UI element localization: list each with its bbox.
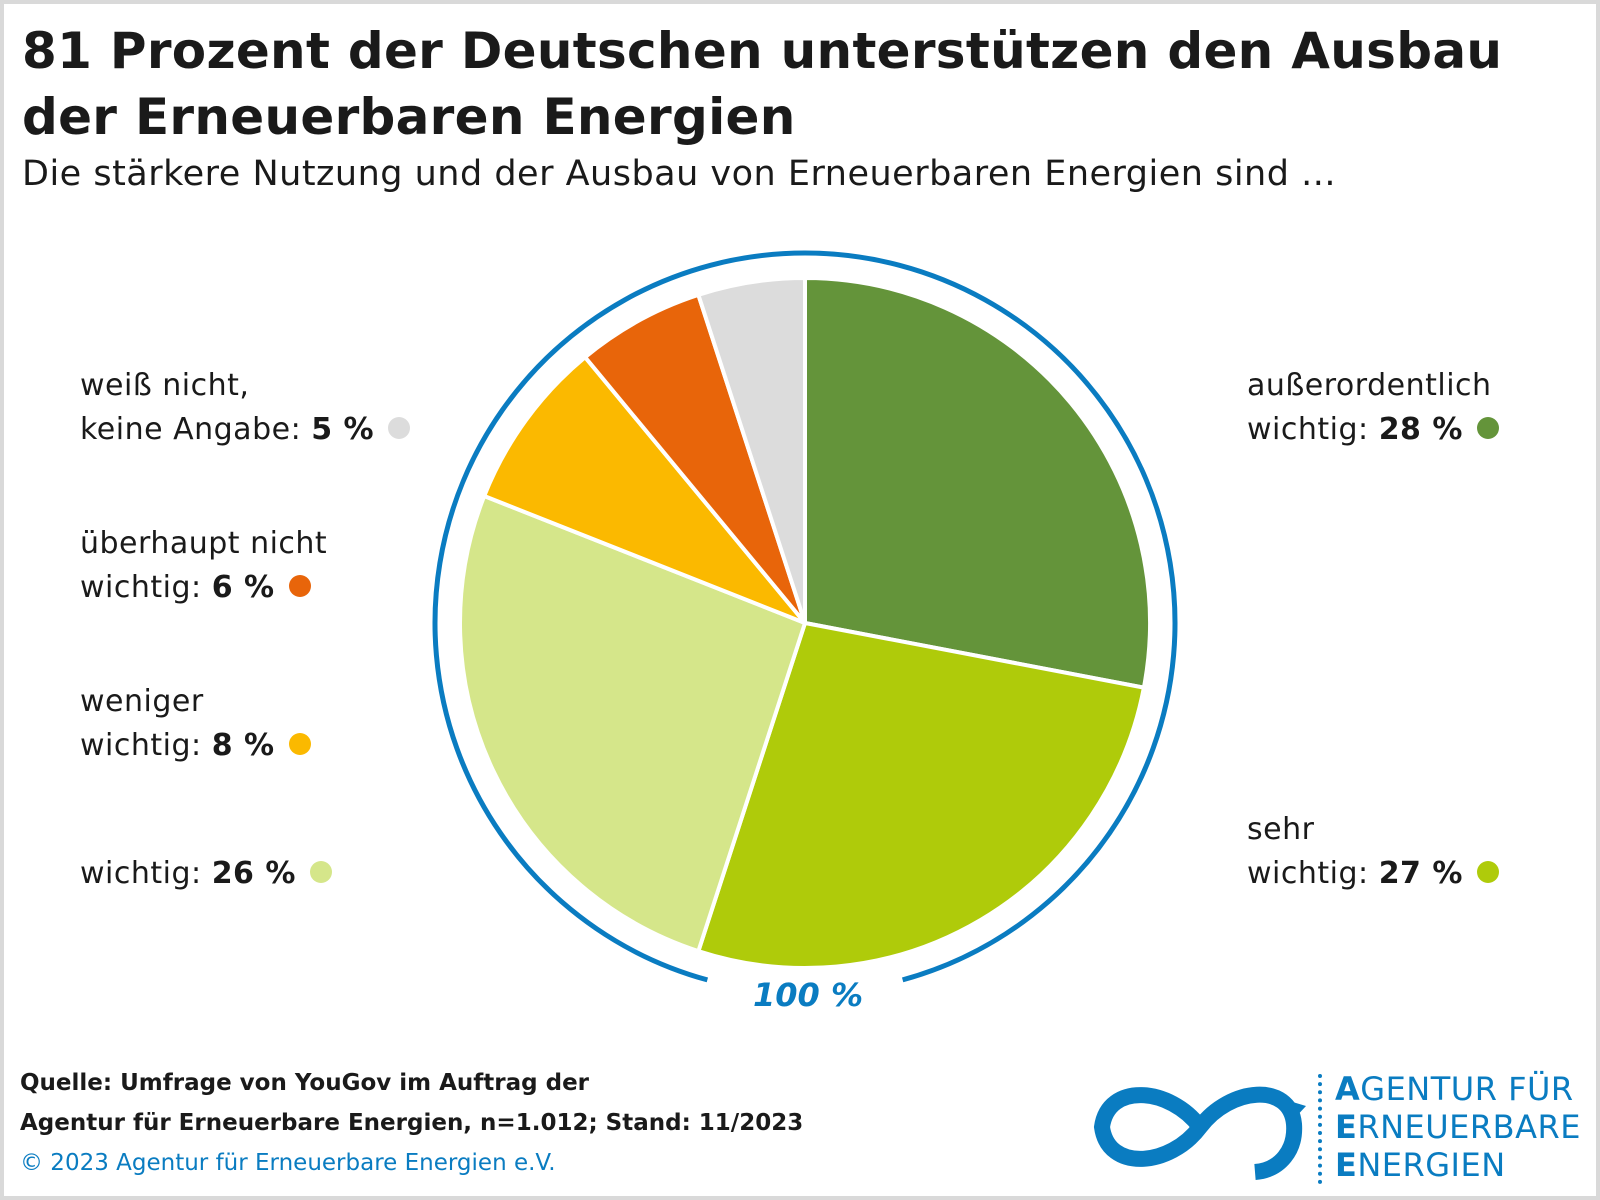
logo-word: NERGIEN bbox=[1357, 1146, 1506, 1184]
data-label: 8 % bbox=[211, 728, 275, 763]
legend-dot bbox=[1476, 416, 1499, 439]
label-line2: keine Angabe: bbox=[80, 412, 302, 447]
logo-word: RNEUERBARE bbox=[1357, 1108, 1581, 1146]
label-line1: sehr bbox=[1247, 812, 1315, 847]
label-line2: wichtig: bbox=[80, 570, 202, 605]
source-line-1: Quelle: Umfrage von YouGov im Auftrag de… bbox=[20, 1070, 590, 1096]
label-line2: wichtig: bbox=[80, 728, 202, 763]
data-label: 6 % bbox=[211, 570, 275, 605]
legend-dot bbox=[288, 574, 311, 597]
chart-subtitle: Die stärkere Nutzung und der Ausbau von … bbox=[22, 154, 1336, 194]
legend-dot bbox=[288, 732, 311, 755]
title-line-2: der Erneuerbaren Energien bbox=[22, 88, 796, 146]
legend-dot bbox=[1476, 860, 1499, 883]
logo-initial: E bbox=[1335, 1146, 1358, 1184]
legend-label-ueberhaupt-nicht: überhaupt nicht wichtig: 6 % bbox=[80, 522, 327, 610]
label-line2: wichtig: bbox=[80, 856, 202, 891]
label-line1: weniger bbox=[80, 684, 204, 719]
logo-divider bbox=[1318, 1074, 1322, 1184]
legend-label-sehr: sehr wichtig: 27 % bbox=[1247, 808, 1499, 896]
pie-slice-4 bbox=[582, 292, 807, 625]
pie-slice-1 bbox=[695, 620, 1147, 970]
logo-text: AGENTUR FÜR ERNEUERBARE ENERGIEN bbox=[1335, 1070, 1581, 1184]
logo-initial: A bbox=[1335, 1070, 1361, 1108]
label-line2: wichtig: bbox=[1247, 856, 1369, 891]
label-line1: außerordentlich bbox=[1247, 368, 1492, 403]
logo-initial: E bbox=[1335, 1108, 1358, 1146]
label-line2: wichtig: bbox=[1247, 412, 1369, 447]
legend-dot bbox=[388, 416, 411, 439]
pie-slice-3 bbox=[481, 354, 807, 625]
total-label: 100 % bbox=[753, 976, 863, 1014]
chart-title: 81 Prozent der Deutschen unterstützen de… bbox=[22, 18, 1502, 150]
source-note: Quelle: Umfrage von YouGov im Auftrag de… bbox=[20, 1063, 803, 1143]
pie-slice-5 bbox=[695, 275, 807, 624]
copyright: © 2023 Agentur für Erneuerbare Energien … bbox=[20, 1150, 556, 1176]
pie-slice-2 bbox=[458, 493, 808, 954]
data-label: 27 % bbox=[1378, 856, 1463, 891]
data-label: 28 % bbox=[1378, 412, 1463, 447]
label-line1: weiß nicht, bbox=[80, 368, 250, 403]
label-line1: überhaupt nicht bbox=[80, 526, 328, 561]
total-ring bbox=[432, 250, 1178, 983]
logo-word: GENTUR FÜR bbox=[1360, 1070, 1574, 1108]
legend-dot bbox=[309, 860, 332, 883]
legend-label-wichtig: wichtig: 26 % bbox=[80, 852, 332, 896]
data-label: 26 % bbox=[211, 856, 296, 891]
source-line-2: Agentur für Erneuerbare Energien, n=1.01… bbox=[20, 1110, 804, 1136]
title-line-1: 81 Prozent der Deutschen unterstützen de… bbox=[22, 22, 1503, 80]
infinity-arrow-icon bbox=[1093, 1086, 1306, 1180]
legend-label-ausserordentlich: außerordentlich wichtig: 28 % bbox=[1247, 364, 1499, 452]
legend-label-weniger: weniger wichtig: 8 % bbox=[80, 680, 311, 768]
pie-slice-0 bbox=[803, 275, 1152, 690]
legend-label-weiss-nicht: weiß nicht, keine Angabe: 5 % bbox=[80, 364, 411, 452]
data-label: 5 % bbox=[311, 412, 375, 447]
